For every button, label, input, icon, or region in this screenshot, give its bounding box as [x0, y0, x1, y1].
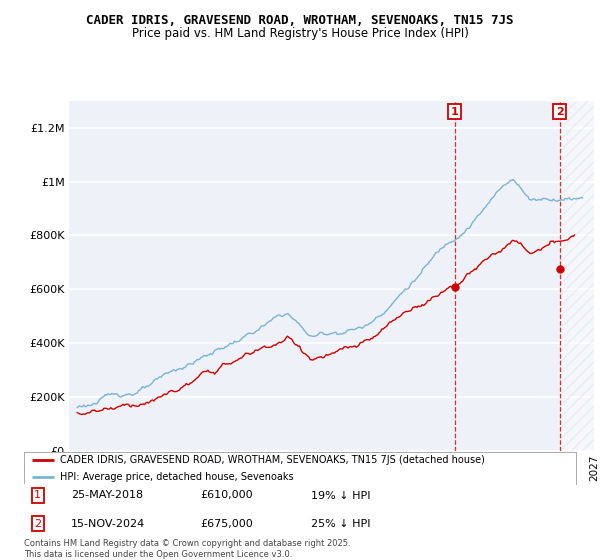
Text: 19% ↓ HPI: 19% ↓ HPI: [311, 491, 371, 501]
Text: HPI: Average price, detached house, Sevenoaks: HPI: Average price, detached house, Seve…: [60, 472, 293, 482]
Text: £675,000: £675,000: [200, 519, 253, 529]
Text: 15-NOV-2024: 15-NOV-2024: [71, 519, 145, 529]
Text: 1: 1: [451, 106, 458, 116]
Text: Contains HM Land Registry data © Crown copyright and database right 2025.
This d: Contains HM Land Registry data © Crown c…: [24, 539, 350, 559]
Text: 25% ↓ HPI: 25% ↓ HPI: [311, 519, 371, 529]
Text: 2: 2: [34, 519, 41, 529]
Text: Price paid vs. HM Land Registry's House Price Index (HPI): Price paid vs. HM Land Registry's House …: [131, 27, 469, 40]
Text: 2: 2: [556, 106, 563, 116]
Bar: [560, 101, 594, 451]
Text: CADER IDRIS, GRAVESEND ROAD, WROTHAM, SEVENOAKS, TN15 7JS (detached house): CADER IDRIS, GRAVESEND ROAD, WROTHAM, SE…: [60, 455, 485, 465]
Text: 25-MAY-2018: 25-MAY-2018: [71, 491, 143, 501]
Text: CADER IDRIS, GRAVESEND ROAD, WROTHAM, SEVENOAKS, TN15 7JS: CADER IDRIS, GRAVESEND ROAD, WROTHAM, SE…: [86, 14, 514, 27]
Text: £610,000: £610,000: [200, 491, 253, 501]
Text: 1: 1: [34, 491, 41, 501]
